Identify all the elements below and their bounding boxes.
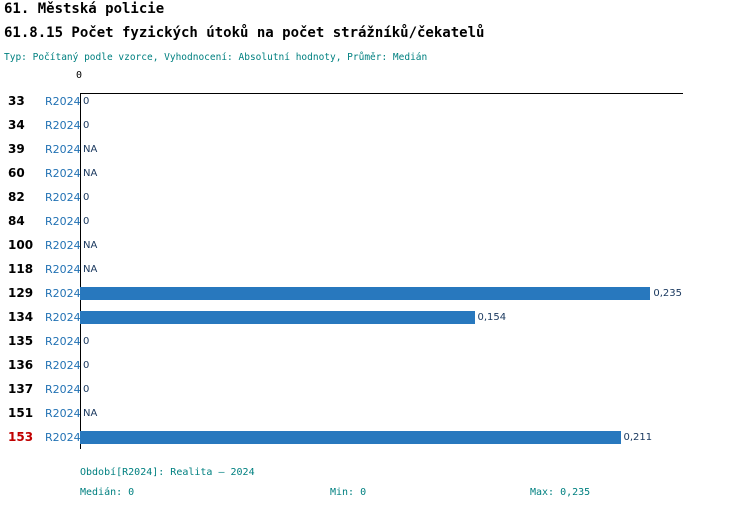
row-plot-area: 0: [80, 216, 682, 227]
row-period-label: R2024: [45, 334, 81, 348]
row-id-label: 136: [8, 358, 34, 372]
row-plot-area: 0,154: [80, 310, 682, 324]
chart-row: 137 R2024 0: [0, 377, 750, 401]
row-plot-area: NA: [80, 168, 682, 179]
footer-max-stat: Max: 0,235: [530, 487, 591, 498]
row-plot-area: NA: [80, 240, 682, 251]
row-period-label: R2024: [45, 430, 81, 444]
row-value-label: 0: [83, 95, 90, 107]
row-id-label: 137: [8, 382, 34, 396]
row-period-label: R2024: [45, 238, 81, 252]
row-plot-area: 0,211: [80, 430, 682, 444]
row-plot-area: 0: [80, 120, 682, 131]
row-plot-area: 0: [80, 336, 682, 347]
row-id-label: 82: [8, 190, 25, 204]
chart-row: 151 R2024 NA: [0, 401, 750, 425]
chart-row: 153 R2024 0,211: [0, 425, 750, 449]
value-bar: [80, 310, 475, 324]
page-subtitle: 61.8.15 Počet fyzických útoků na počet s…: [4, 25, 485, 41]
row-plot-area: 0: [80, 96, 682, 107]
row-period-label: R2024: [45, 262, 81, 276]
row-period-label: R2024: [45, 118, 81, 132]
row-id-label: 39: [8, 142, 25, 156]
axis-line-vertical: [80, 93, 81, 449]
row-id-label: 135: [8, 334, 34, 348]
row-plot-area: NA: [80, 144, 682, 155]
row-period-label: R2024: [45, 142, 81, 156]
row-plot-area: NA: [80, 264, 682, 275]
row-period-label: R2024: [45, 94, 81, 108]
row-id-label: 33: [8, 94, 25, 108]
row-value-label: 0: [83, 359, 90, 371]
chart-meta-info: Typ: Počítaný podle vzorce, Vyhodnocení:…: [4, 52, 428, 63]
value-bar: [80, 430, 621, 444]
chart-rows: 33 R2024 0 34 R2024 0 39 R2024 NA 60 R2024 NA 82 R202…: [0, 89, 750, 449]
footer-min-stat: Min: 0: [330, 487, 367, 498]
row-value-label: NA: [83, 239, 98, 251]
row-id-label: 151: [8, 406, 34, 420]
row-value-label: NA: [83, 407, 98, 419]
row-value-label: 0,235: [653, 287, 682, 299]
row-period-label: R2024: [45, 382, 81, 396]
chart-row: 134 R2024 0,154: [0, 305, 750, 329]
row-period-label: R2024: [45, 358, 81, 372]
chart-row: 129 R2024 0,235: [0, 281, 750, 305]
row-id-label: 153: [8, 430, 34, 444]
chart-row: 34 R2024 0: [0, 113, 750, 137]
row-period-label: R2024: [45, 406, 81, 420]
row-period-label: R2024: [45, 310, 81, 324]
chart-row: 84 R2024 0: [0, 209, 750, 233]
row-id-label: 134: [8, 310, 34, 324]
row-plot-area: NA: [80, 408, 682, 419]
chart-row: 118 R2024 NA: [0, 257, 750, 281]
page-title: 61. Městská policie: [4, 1, 165, 17]
row-value-label: 0,154: [477, 311, 507, 323]
chart-row: 136 R2024 0: [0, 353, 750, 377]
chart-row: 82 R2024 0: [0, 185, 750, 209]
chart-row: 100 R2024 NA: [0, 233, 750, 257]
row-plot-area: 0,235: [80, 286, 682, 300]
row-period-label: R2024: [45, 214, 81, 228]
row-value-label: 0,211: [623, 431, 653, 443]
row-id-label: 60: [8, 166, 25, 180]
row-value-label: 0: [83, 119, 90, 131]
row-id-label: 34: [8, 118, 25, 132]
axis-zero-label: 0: [76, 70, 83, 81]
row-value-label: 0: [83, 383, 90, 395]
row-value-label: 0: [83, 335, 90, 347]
value-bar: [80, 286, 651, 300]
row-period-label: R2024: [45, 286, 81, 300]
row-id-label: 129: [8, 286, 34, 300]
footer-median-stat: Medián: 0: [80, 487, 135, 498]
row-period-label: R2024: [45, 190, 81, 204]
row-value-label: 0: [83, 215, 90, 227]
axis-line-horizontal: [80, 93, 683, 94]
row-plot-area: 0: [80, 384, 682, 395]
row-value-label: 0: [83, 191, 90, 203]
row-plot-area: 0: [80, 360, 682, 371]
row-period-label: R2024: [45, 166, 81, 180]
row-plot-area: 0: [80, 192, 682, 203]
row-value-label: NA: [83, 263, 98, 275]
chart-row: 39 R2024 NA: [0, 137, 750, 161]
chart-row: 135 R2024 0: [0, 329, 750, 353]
row-id-label: 100: [8, 238, 34, 252]
chart-row: 33 R2024 0: [0, 89, 750, 113]
row-value-label: NA: [83, 167, 98, 179]
row-value-label: NA: [83, 143, 98, 155]
chart-row: 60 R2024 NA: [0, 161, 750, 185]
footer-period-info: Období[R2024]: Realita – 2024: [80, 467, 255, 478]
row-id-label: 118: [8, 262, 34, 276]
row-id-label: 84: [8, 214, 25, 228]
